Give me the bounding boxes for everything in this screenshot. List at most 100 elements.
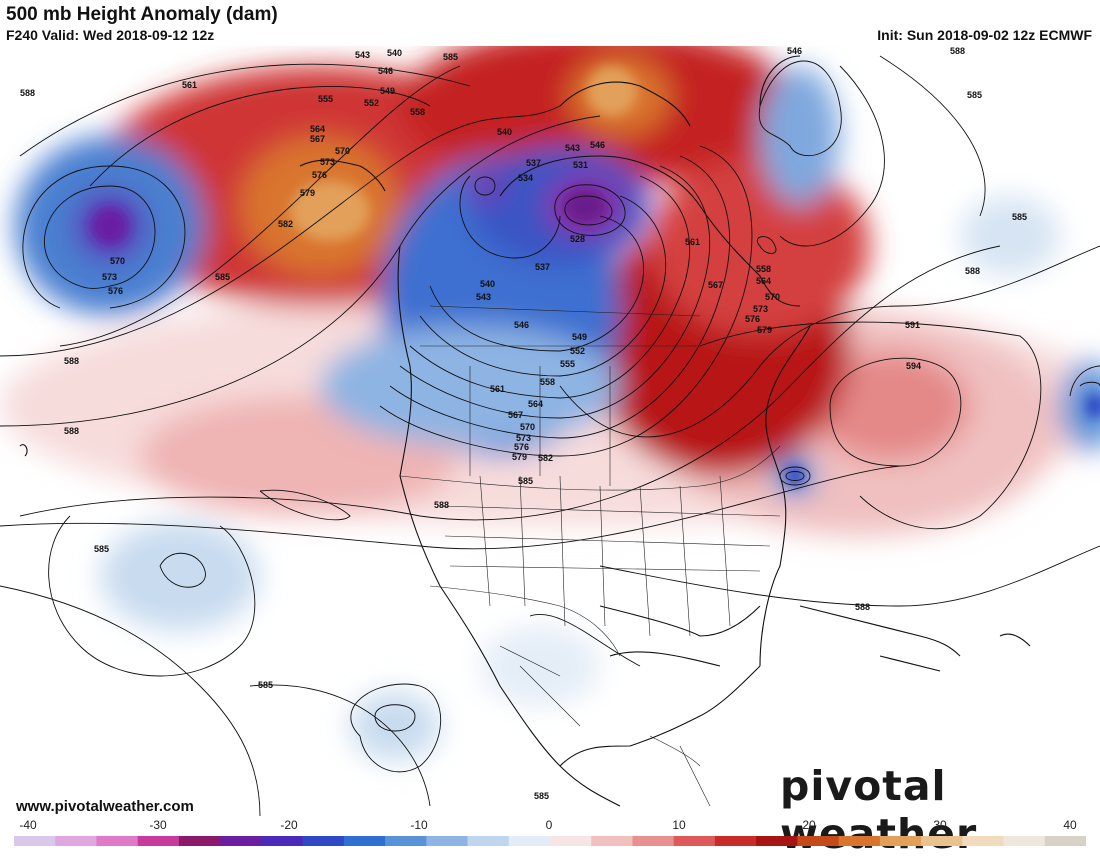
contour-label: 570 [520, 422, 535, 432]
colorbar-tick-labels: -40 -30 -20 -10 0 10 20 30 40 [0, 818, 1100, 834]
contour-label: 576 [514, 442, 529, 452]
contour-label: 546 [378, 66, 393, 76]
contour-label: 585 [443, 52, 458, 62]
contour-label: 573 [320, 157, 335, 167]
colorbar-tick: -40 [19, 818, 37, 832]
contour-label: 579 [300, 188, 315, 198]
colorbar-swatch [55, 836, 97, 846]
colorbar-swatch [632, 836, 675, 846]
contour-label: 567 [508, 410, 523, 420]
colorbar-swatch [385, 836, 427, 846]
contour-label: 531 [573, 160, 588, 170]
contour-label: 579 [512, 452, 527, 462]
website-url: www.pivotalweather.com [16, 798, 194, 815]
colorbar-swatch [673, 836, 716, 846]
contour-label: 561 [490, 384, 505, 394]
contour-label: 591 [905, 320, 920, 330]
colorbar-swatch [797, 836, 840, 846]
contour-label: 588 [434, 500, 449, 510]
colorbar-swatch [467, 836, 510, 846]
colorbar-swatch [96, 836, 139, 846]
contour-label: 585 [1012, 212, 1027, 222]
colorbar-tick: -30 [149, 818, 167, 832]
contour-label: 564 [528, 399, 543, 409]
contour-label: 546 [514, 320, 529, 330]
contour-label: 573 [516, 433, 531, 443]
contour-label: 588 [950, 46, 965, 56]
init-time: Init: Sun 2018-09-02 12z ECMWF [877, 27, 1092, 43]
contour-label: 555 [318, 94, 333, 104]
contour-label: 576 [312, 170, 327, 180]
contour-label: 549 [572, 332, 587, 342]
contour-label: 588 [855, 602, 870, 612]
contour-label: 540 [480, 279, 495, 289]
colorbar-tick: -20 [280, 818, 298, 832]
header: 500 mb Height Anomaly (dam) F240 Valid: … [0, 0, 1100, 46]
contour-labels: 588 561 543 540 546 549 555 552 558 564 … [20, 46, 1027, 801]
contour-label: 543 [565, 143, 580, 153]
contour-label: 570 [335, 146, 350, 156]
colorbar-swatch [220, 836, 262, 846]
colorbar-tick: 30 [933, 818, 947, 832]
contour-label: 558 [410, 107, 425, 117]
contour-label: 585 [534, 791, 549, 801]
valid-time: F240 Valid: Wed 2018-09-12 12z [6, 27, 215, 43]
contour-label: 552 [570, 346, 585, 356]
contour-label: 558 [756, 264, 771, 274]
contour-label: 543 [355, 50, 370, 60]
contour-label: 561 [685, 237, 700, 247]
contour-label: 561 [182, 80, 197, 90]
height-contours [0, 55, 1100, 816]
contour-label: 570 [765, 292, 780, 302]
contour-label: 579 [757, 325, 772, 335]
colorbar-swatch [302, 836, 345, 846]
contour-label: 564 [756, 276, 771, 286]
contour-label: 528 [570, 234, 585, 244]
contour-label: 564 [310, 124, 325, 134]
contour-label: 534 [518, 173, 533, 183]
colorbar-tick: -10 [410, 818, 428, 832]
contour-label: 585 [215, 272, 230, 282]
anomaly-cores [92, 66, 1100, 486]
contour-label: 540 [497, 127, 512, 137]
contour-label: 537 [535, 262, 550, 272]
colorbar-swatch [343, 836, 386, 846]
colorbar-swatch [508, 836, 551, 846]
colorbar-swatch [591, 836, 633, 846]
contour-label: 543 [476, 292, 491, 302]
contour-label: 573 [102, 272, 117, 282]
contour-label: 567 [708, 280, 723, 290]
contour-label: 585 [94, 544, 109, 554]
contour-label: 573 [753, 304, 768, 314]
coastlines [19, 55, 1031, 807]
contour-label: 588 [20, 88, 35, 98]
contour-label: 546 [787, 46, 802, 56]
colorbar-tick: 10 [672, 818, 686, 832]
contour-label: 588 [64, 426, 79, 436]
colorbar-swatch [426, 836, 469, 846]
contour-label: 552 [364, 98, 379, 108]
contour-label: 588 [965, 266, 980, 276]
colorbar-swatch [962, 836, 1005, 846]
colorbar-swatch [838, 836, 881, 846]
contour-label: 537 [526, 158, 541, 168]
colorbar-swatch [178, 836, 221, 846]
contour-label: 540 [387, 48, 402, 58]
contour-label: 576 [745, 314, 760, 324]
contour-label: 549 [380, 86, 395, 96]
contour-label: 585 [518, 476, 533, 486]
colorbar-swatch [261, 836, 304, 846]
colorbar-swatch [550, 836, 592, 846]
colorbar-tick: 0 [545, 818, 553, 832]
colorbar [14, 836, 1086, 846]
contour-label: 567 [310, 134, 325, 144]
colorbar-tick: 20 [802, 818, 816, 832]
colorbar-tick: 40 [1063, 818, 1077, 832]
contour-label: 585 [967, 90, 982, 100]
colorbar-swatch [1044, 836, 1086, 846]
contour-label: 594 [906, 361, 921, 371]
contour-label: 558 [540, 377, 555, 387]
height-anomaly-map: 588 561 543 540 546 549 555 552 558 564 … [0, 46, 1100, 816]
anomaly-shading [0, 46, 1100, 761]
map-title: 500 mb Height Anomaly (dam) [6, 4, 278, 25]
